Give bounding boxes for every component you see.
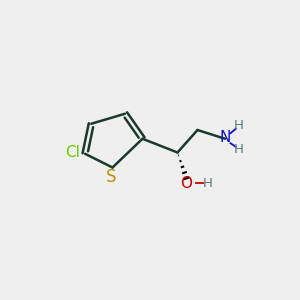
- Text: H: H: [234, 143, 244, 156]
- Text: S: S: [106, 168, 116, 186]
- Text: N: N: [219, 130, 231, 145]
- Text: H: H: [202, 177, 212, 190]
- Text: O: O: [180, 176, 192, 191]
- Text: H: H: [234, 119, 244, 132]
- Text: Cl: Cl: [64, 145, 80, 160]
